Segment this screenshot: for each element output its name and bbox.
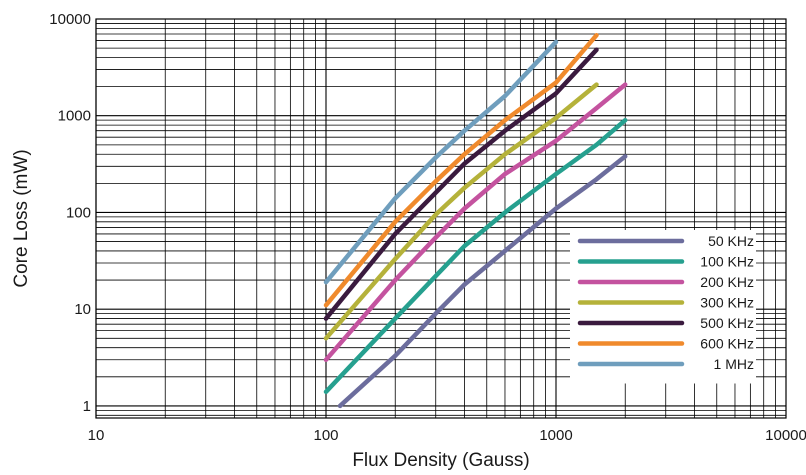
plot-frame [95, 18, 787, 419]
legend-label: 500 KHz [700, 315, 754, 331]
x-tick-label: 100 [313, 427, 338, 444]
x-tick-label: 10 [88, 427, 105, 444]
legend-box [570, 230, 756, 384]
x-tick-label: 1000 [539, 427, 572, 444]
series-line-7 [323, 39, 559, 285]
tick-labels: 10 100 1000 10000 1 10 100 1000 10000 [49, 11, 806, 444]
legend-label: 100 KHz [700, 254, 754, 270]
x-axis-label: Flux Density (Gauss) [352, 450, 529, 471]
series-line-5 [323, 47, 599, 321]
legend: 50 KHz 100 KHz 200 KHz 300 KHz 500 KHz 600 KH… [570, 230, 756, 384]
legend-label: 200 KHz [700, 274, 754, 290]
legend-label: 600 KHz [700, 336, 754, 352]
y-tick-label: 10 [74, 301, 91, 318]
series-line-6 [323, 32, 599, 308]
series-line-4 [323, 82, 599, 341]
series-line-2 [323, 117, 628, 395]
legend-label: 300 KHz [700, 295, 754, 311]
legend-label: 1 MHz [714, 356, 754, 372]
y-axis-label: Core Loss (mW) [11, 149, 32, 287]
series-line-1 [337, 154, 628, 409]
series-line-3 [323, 82, 628, 363]
y-tick-label: 100 [66, 204, 91, 221]
legend-label: 50 KHz [708, 233, 754, 249]
y-tick-label: 1 [83, 398, 91, 415]
y-tick-label: 1000 [58, 108, 91, 125]
x-tick-label: 10000 [765, 427, 806, 444]
y-tick-label: 10000 [49, 11, 91, 28]
series-lines [323, 32, 628, 409]
